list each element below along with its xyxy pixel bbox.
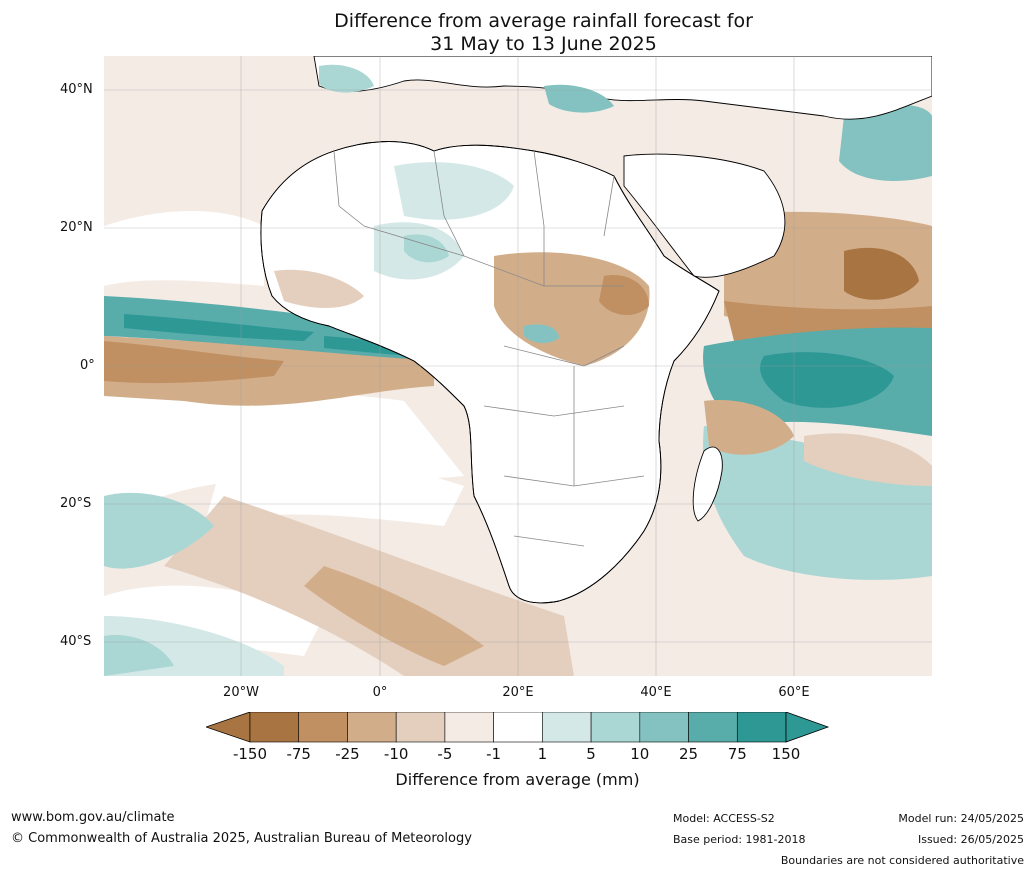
colorbar-tick-label: -1 xyxy=(486,745,502,763)
madagascar xyxy=(692,446,723,522)
map-title: Difference from average rainfall forecas… xyxy=(0,10,1035,56)
africa-coastline xyxy=(260,141,720,604)
colorbar-tick-label: 5 xyxy=(586,745,596,763)
lon-label-20e: 20°E xyxy=(502,685,534,700)
footer-website[interactable]: www.bom.gov.au/climate xyxy=(11,810,175,825)
colorbar-tick-label: 25 xyxy=(678,745,699,763)
teal-congo-patch xyxy=(524,324,559,344)
colorbar-tick-label: -10 xyxy=(383,745,409,763)
rainfall-map[interactable] xyxy=(104,56,932,676)
teal-sahara-patch xyxy=(394,162,514,220)
footer-copyright: © Commonwealth of Australia 2025, Austra… xyxy=(11,831,472,846)
lon-label-40e: 40°E xyxy=(640,685,672,700)
teal-core-atlantic xyxy=(124,314,314,341)
lon-label-0: 0° xyxy=(372,685,388,700)
footer-model-run: Model run: 24/05/2025 xyxy=(898,812,1024,825)
brown-central-core xyxy=(599,275,649,316)
brown-arabian-sea-dark xyxy=(844,247,919,300)
footer-issued: Issued: 26/05/2025 xyxy=(917,833,1024,846)
colorbar-swatch xyxy=(639,712,689,743)
colorbar-swatch xyxy=(736,712,787,743)
country-borders xyxy=(333,150,645,547)
colorbar-end-left xyxy=(206,712,251,743)
teal-northeast xyxy=(839,104,932,181)
colorbar-tick-label: 150 xyxy=(771,745,801,763)
lon-label-60e: 60°E xyxy=(778,685,810,700)
colorbar-swatch xyxy=(249,712,300,743)
colorbar-end-right xyxy=(785,712,830,743)
lat-label-0: 0° xyxy=(80,358,95,373)
lat-label-20n: 20°N xyxy=(60,220,93,235)
colorbar-swatch xyxy=(542,712,592,743)
graticule xyxy=(104,56,932,676)
white-zone-south-atlantic xyxy=(204,453,464,526)
brown-west-africa xyxy=(274,269,364,308)
brown-sweep-south-dark xyxy=(304,566,484,666)
colorbar-swatch xyxy=(590,712,641,743)
colorbar-swatch xyxy=(395,712,446,743)
footer-base-period: Base period: 1981-2018 xyxy=(673,833,806,846)
teal-iberia xyxy=(319,64,374,93)
teal-mediterranean xyxy=(544,84,614,113)
teal-patch-sw3 xyxy=(104,635,174,676)
colorbar-tick-label: -25 xyxy=(335,745,360,763)
colorbar-title: Difference from average (mm) xyxy=(395,770,640,789)
colorbar-swatch xyxy=(688,712,738,743)
colorbar-tick-label: 10 xyxy=(630,745,650,763)
title-line-1: Difference from average rainfall forecas… xyxy=(334,10,753,32)
brown-indian-south xyxy=(704,400,794,455)
colorbar-tick-label: -75 xyxy=(286,745,311,763)
colorbar-swatch xyxy=(347,712,397,743)
colorbar-tick-label: -5 xyxy=(437,745,453,763)
title-line-2: 31 May to 13 June 2025 xyxy=(430,33,657,55)
colorbar-swatch xyxy=(444,712,494,743)
arabian-peninsula xyxy=(623,153,786,278)
lat-label-20s: 20°S xyxy=(60,496,92,511)
colorbar-tick-label: 75 xyxy=(727,745,747,763)
footer-disclaimer: Boundaries are not considered authoritat… xyxy=(780,854,1024,867)
brown-indian-south2 xyxy=(804,433,932,486)
colorbar-tick-label: -150 xyxy=(232,745,268,763)
colorbar-tick-label: 1 xyxy=(537,745,548,763)
colorbar-swatch xyxy=(298,712,348,743)
lat-label-40n: 40°N xyxy=(60,82,93,97)
teal-patch-sw xyxy=(104,492,214,569)
colorbar xyxy=(206,712,830,743)
lon-label-20w: 20°W xyxy=(223,685,259,700)
colorbar-swatch xyxy=(493,712,543,743)
white-zone-north xyxy=(104,211,264,286)
lat-label-40s: 40°S xyxy=(60,634,92,649)
footer-model: Model: ACCESS-S2 xyxy=(673,812,775,825)
brown-band-equator-dark xyxy=(104,341,284,384)
